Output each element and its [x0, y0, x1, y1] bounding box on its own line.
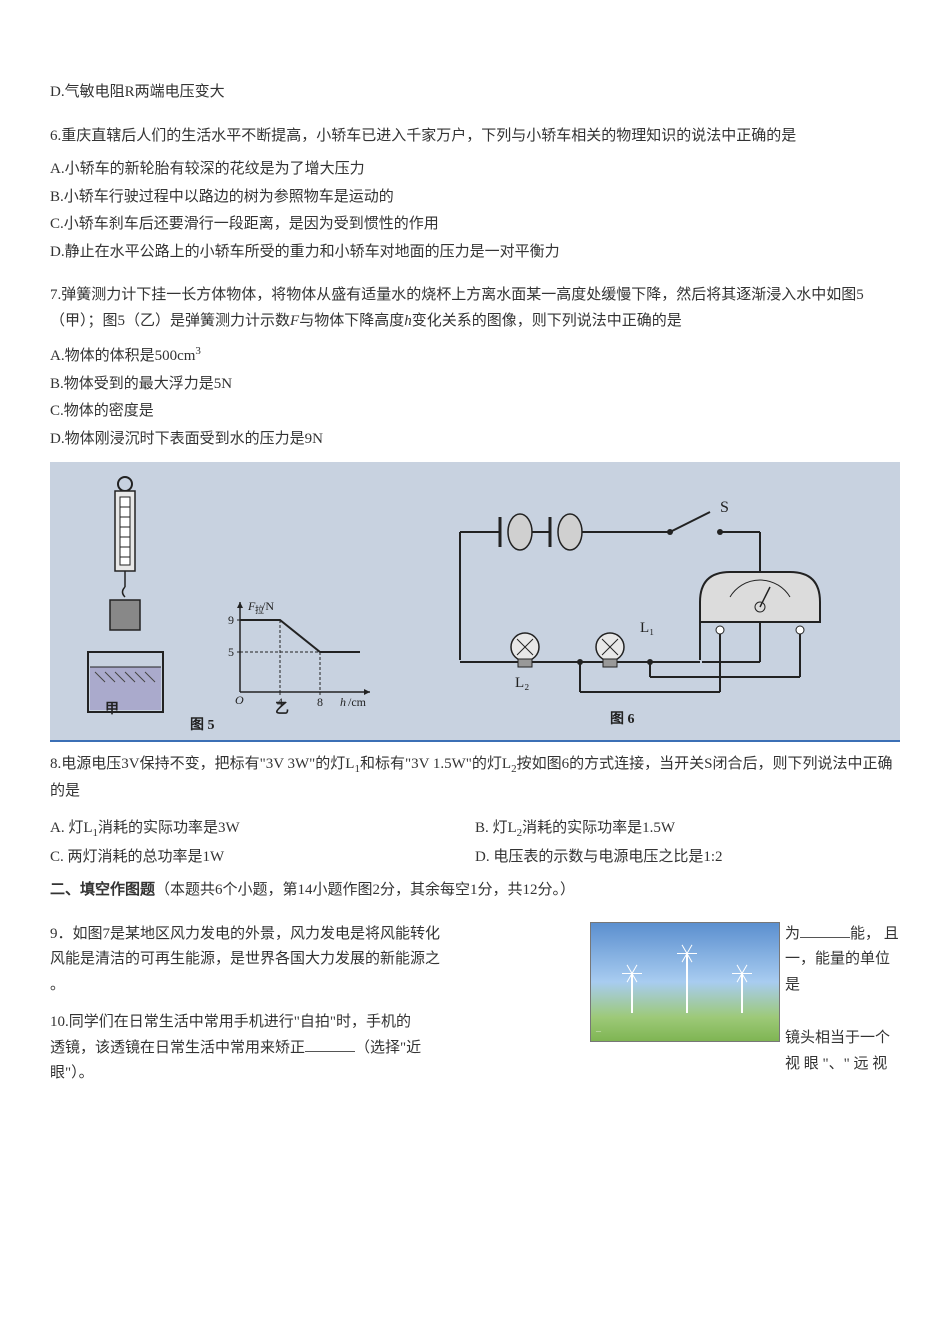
q8-option-a: A. 灯L1消耗的实际功率是3W	[50, 816, 475, 843]
svg-text:9: 9	[228, 613, 234, 627]
section-2-title: 二、填空作图题（本题共6个小题，第14小题作图2分，其余每空1分，共12分。）	[50, 878, 900, 904]
figure-6: S L₂	[420, 482, 840, 722]
q10-blank	[305, 1037, 355, 1052]
q6-stem: 6.重庆直辖后人们的生活水平不断提高，小轿车已进入千家万户，下列与小轿车相关的物…	[50, 124, 900, 150]
q10-line2a: 透镜，该透镜在日常生活中常用来矫正	[50, 1040, 305, 1056]
q9-blank	[800, 923, 850, 938]
q10-line2: 透镜，该透镜在日常生活中常用来矫正 （选择"近	[50, 1036, 580, 1062]
figure-5-6: 5 9 O 4 8 F 拉 /N h /cm	[50, 462, 900, 742]
q8-stem-p1: 8.电源电压3V保持不变，把标有"3V 3W"的灯L	[50, 756, 354, 772]
q7-stem-mid: 与物体下降高度	[299, 313, 404, 329]
svg-text:L₂: L₂	[515, 675, 529, 691]
label-fig6: 图 6	[610, 708, 635, 732]
q7-option-d: D.物体刚浸沉时下表面受到水的压力是9N	[50, 427, 900, 453]
label-jia: 甲	[105, 698, 119, 722]
q7-opta-sup: 3	[195, 345, 201, 357]
q9-left-text: 9．如图7是某地区风力发电的外景，风力发电是将风能转化 风能是清洁的可再生能源，…	[50, 922, 580, 1087]
q6-option-a: A.小轿车的新轮胎有较深的花纹是为了增大压力	[50, 157, 900, 183]
svg-text:S: S	[720, 499, 729, 516]
q10-right-line2: 视 眼 "、" 远 视	[785, 1052, 900, 1078]
q8-stem: 8.电源电压3V保持不变，把标有"3V 3W"的灯L1和标有"3V 1.5W"的…	[50, 752, 900, 804]
q9-r1b: 能， 且	[850, 926, 899, 942]
q6-option-b: B.小轿车行驶过程中以路边的树为参照物车是运动的	[50, 185, 900, 211]
q7-opta-prefix: A.物体的体积是500cm	[50, 348, 195, 364]
q7-option-c: C.物体的密度是	[50, 399, 900, 425]
q8-a-t: 消耗的实际功率是3W	[98, 820, 240, 836]
q9-line1: 9．如图7是某地区风力发电的外景，风力发电是将风能转化	[50, 922, 580, 948]
section2-rest: （本题共6个小题，第14小题作图2分，其余每空1分，共12分。）	[155, 882, 575, 898]
q9-right-line2: 一，能量的单位是	[785, 947, 900, 998]
q8-stem-p2: 和标有"3V 1.5W"的灯L	[360, 756, 511, 772]
wind-photo: －	[590, 922, 780, 1042]
label-fig5: 图 5	[190, 714, 215, 738]
q9-right-text: 为 能， 且 一，能量的单位是 镜头相当于一个 视 眼 "、" 远 视	[785, 922, 900, 1078]
q8-option-b: B. 灯L2消耗的实际功率是1.5W	[475, 816, 900, 843]
watermark: －	[595, 1027, 602, 1039]
svg-text:5: 5	[228, 645, 234, 659]
label-yi: 乙	[275, 698, 289, 722]
q10-line3: 眼"）。	[50, 1061, 580, 1087]
svg-text:h: h	[340, 695, 346, 709]
svg-text:8: 8	[317, 695, 323, 709]
q7-stem: 7.弹簧测力计下挂一长方体物体，将物体从盛有适量水的烧杯上方离水面某一高度处缓慢…	[50, 283, 900, 334]
svg-text:L₁: L₁	[640, 620, 654, 636]
figure-5-yi: 5 9 O 4 8 F 拉 /N h /cm	[220, 592, 380, 712]
q8-b-t: 消耗的实际功率是1.5W	[522, 820, 675, 836]
q9-line2: 风能是清洁的可再生能源，是世界各国大力发展的新能源之	[50, 947, 580, 973]
q10-line1: 10.同学们在日常生活中常用手机进行"自拍"时，手机的	[50, 1010, 580, 1036]
q10-line2b: （选择"近	[355, 1040, 421, 1056]
q8-a-p: A. 灯L	[50, 820, 93, 836]
q8-options: A. 灯L1消耗的实际功率是3W B. 灯L2消耗的实际功率是1.5W C. 两…	[50, 816, 900, 872]
q9-right-line1: 为 能， 且	[785, 922, 900, 948]
q9-block: 9．如图7是某地区风力发电的外景，风力发电是将风能转化 风能是清洁的可再生能源，…	[50, 922, 900, 1087]
svg-text:/N: /N	[262, 599, 274, 613]
figure-5-jia	[70, 472, 210, 732]
q8-b-p: B. 灯L	[475, 820, 517, 836]
q6-option-c: C.小轿车刹车后还要滑行一段距离，是因为受到惯性的作用	[50, 212, 900, 238]
section2-bold: 二、填空作图题	[50, 882, 155, 898]
q7-var-h: h	[404, 313, 412, 329]
q9-r1a: 为	[785, 926, 800, 942]
q10-right-line1: 镜头相当于一个	[785, 1026, 900, 1052]
q7-option-a: A.物体的体积是500cm3	[50, 342, 900, 370]
q7-option-b: B.物体受到的最大浮力是5N	[50, 372, 900, 398]
q8-option-d: D. 电压表的示数与电源电压之比是1:2	[475, 845, 900, 871]
q6-option-d: D.静止在水平公路上的小轿车所受的重力和小轿车对地面的压力是一对平衡力	[50, 240, 900, 266]
svg-text:/cm: /cm	[348, 695, 367, 709]
q5-option-d: D.气敏电阻R两端电压变大	[50, 80, 900, 106]
q7-stem-part2: 变化关系的图像，则下列说法中正确的是	[412, 313, 682, 329]
svg-text:O: O	[235, 693, 244, 707]
q7-var-f: F	[290, 313, 299, 329]
q9-line3: 。	[50, 973, 580, 999]
q8-option-c: C. 两灯消耗的总功率是1W	[50, 845, 475, 871]
